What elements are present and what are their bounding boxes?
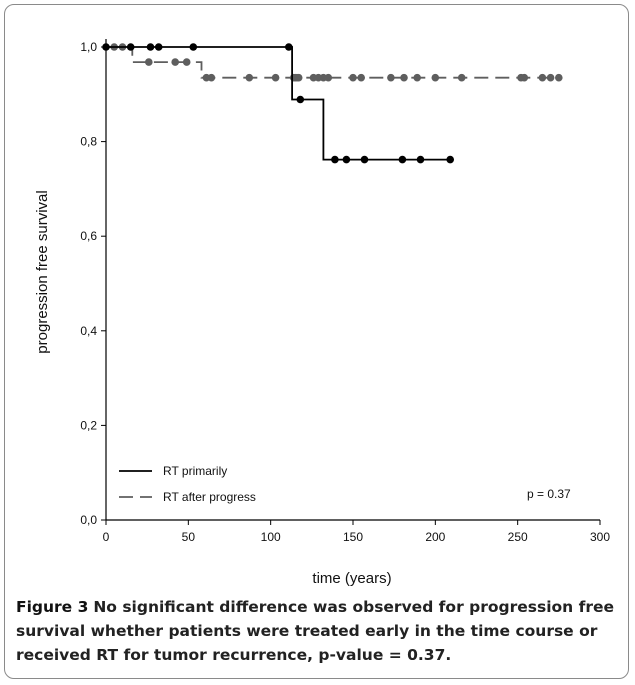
x-tick-label: 50 <box>182 530 196 544</box>
censor-point-rt-primarily <box>154 43 163 51</box>
x-tick-label: 200 <box>425 530 445 544</box>
censor-point-rt-primarily <box>146 43 155 51</box>
censor-point-rt-primarily <box>342 155 351 164</box>
figure-caption: Figure 3 No significant difference was o… <box>16 595 616 667</box>
censor-point-rt-primarily <box>285 43 293 51</box>
censor-point-rt-after-progress <box>431 73 440 82</box>
series-rt-after-progress <box>106 43 563 82</box>
censor-point-rt-after-progress <box>182 58 191 66</box>
x-tick-label: 250 <box>508 530 528 544</box>
censor-point-rt-after-progress <box>538 73 547 82</box>
censor-point-rt-primarily <box>296 95 305 104</box>
x-tick-label: 150 <box>343 530 363 544</box>
censor-point-rt-after-progress <box>349 73 357 82</box>
x-tick-label: 300 <box>590 530 610 544</box>
chart-ticks: 0 50 100 150 200 250 300 0,0 0,2 0,4 0,6 0,8 1,0 <box>80 40 610 544</box>
censor-point-rt-primarily <box>126 43 135 51</box>
censor-point-rt-after-progress <box>387 73 395 82</box>
series-line-rt-primarily <box>106 46 449 161</box>
censor-point-rt-after-progress <box>207 73 216 82</box>
caption-text: No significant difference was observed f… <box>16 598 615 664</box>
censor-point-rt-primarily <box>189 43 198 51</box>
legend-label-rt-primarily: RT primarily <box>163 464 227 478</box>
y-tick-label: 0,4 <box>80 324 97 338</box>
y-tick-label: 0,8 <box>80 135 97 149</box>
figure-frame <box>4 4 629 679</box>
censor-point-rt-primarily <box>416 155 425 164</box>
censor-point-rt-after-progress <box>555 73 563 82</box>
censor-point-rt-after-progress <box>171 58 179 66</box>
y-tick-label: 1,0 <box>80 40 97 54</box>
censor-point-rt-after-progress <box>245 73 254 82</box>
y-tick-label: 0,2 <box>80 418 97 432</box>
censor-point-rt-after-progress <box>413 73 422 82</box>
censor-point-rt-primarily <box>446 155 455 164</box>
censor-point-rt-after-progress <box>271 73 280 82</box>
y-axis-label: progression free survival <box>34 190 51 353</box>
x-axis-label: time (years) <box>312 570 391 587</box>
censor-point-rt-after-progress <box>324 73 333 82</box>
x-tick-label: 0 <box>103 530 110 544</box>
censor-point-rt-primarily <box>331 155 339 164</box>
censor-point-rt-after-progress <box>294 73 303 82</box>
x-tick-label: 100 <box>261 530 281 544</box>
km-chart: 0 50 100 150 200 250 300 0,0 0,2 0,4 0,6 0,8 1,0 pro… <box>34 39 610 587</box>
censor-point-rt-after-progress <box>520 73 529 82</box>
censor-point-rt-after-progress <box>357 73 366 82</box>
p-value-annotation: p = 0.37 <box>527 487 571 501</box>
censor-point-rt-after-progress <box>457 73 466 82</box>
y-tick-label: 0,0 <box>80 513 97 527</box>
censor-point-rt-primarily <box>360 155 369 164</box>
legend: RT primarily RT after progress <box>119 464 256 504</box>
caption-figure-label: Figure 3 <box>16 598 89 616</box>
censor-point-rt-after-progress <box>400 73 408 82</box>
series-rt-primarily <box>102 43 455 164</box>
censor-point-rt-after-progress <box>145 58 153 66</box>
censor-point-rt-after-progress <box>546 73 555 82</box>
censor-point-rt-primarily <box>398 155 407 164</box>
legend-label-rt-after-progress: RT after progress <box>163 490 256 504</box>
chart-series <box>102 43 563 164</box>
censor-point-rt-primarily <box>102 43 110 51</box>
chart-axes <box>105 39 600 521</box>
y-tick-label: 0,6 <box>80 229 97 243</box>
